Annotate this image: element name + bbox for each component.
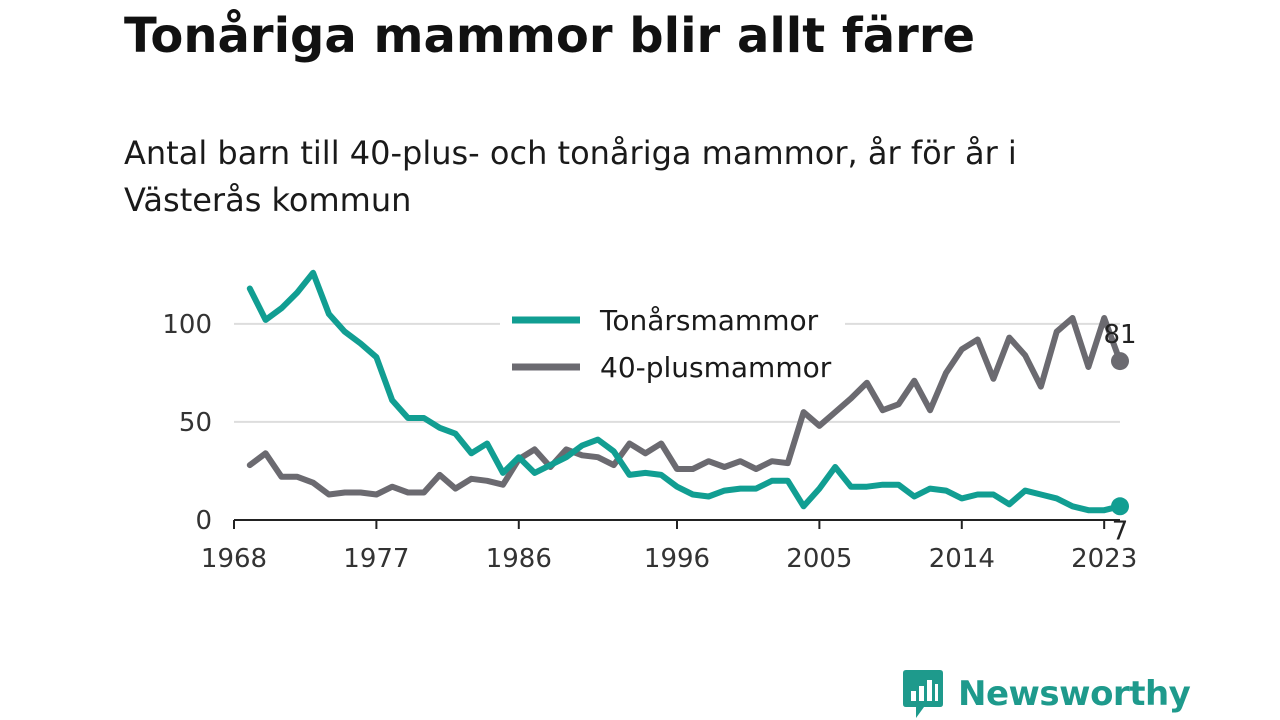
end-point-tonarsmammor [1111, 497, 1129, 516]
x-tick-label-2005: 2005 [786, 544, 852, 574]
x-tick-label-2014: 2014 [929, 544, 995, 574]
end-point-40-plusmammor [1111, 352, 1129, 371]
series-line-tonarsmammor [246, 269, 1123, 514]
series-lines [246, 269, 1123, 514]
x-tick-label-1986: 1986 [486, 544, 552, 574]
legend-label-tonarsmammor: Tonårsmammor [599, 304, 819, 337]
brand-name: Newsworthy [958, 674, 1191, 714]
newsworthy-logo-icon [903, 670, 943, 718]
x-tick-label-1977: 1977 [343, 544, 409, 574]
y-tick-label-50: 50 [179, 408, 212, 438]
newsworthy-logo: Newsworthy [902, 668, 1191, 720]
axes: 0 50 100 1968 1977 1986 1996 2005 2014 2023 [162, 310, 1137, 574]
x-tick-label-2023: 2023 [1071, 544, 1137, 574]
chart-title: Tonåriga mammor blir allt färre [124, 8, 976, 64]
end-label-tonarsmammor: 7 [1112, 516, 1129, 546]
legend-label-40-plusmammor: 40-plusmammor [600, 351, 832, 384]
series-line-40-plusmammor [246, 315, 1123, 498]
y-tick-label-0: 0 [195, 506, 212, 536]
end-markers: 7 81 [1103, 320, 1136, 546]
chart-subtitle: Antal barn till 40-plus- och tonåriga ma… [124, 134, 1017, 219]
end-label-40-plusmammor: 81 [1103, 320, 1136, 350]
legend: Tonårsmammor 40-plusmammor [500, 296, 845, 388]
x-tick-label-1996: 1996 [644, 544, 710, 574]
legend-background [500, 296, 845, 388]
y-tick-label-100: 100 [162, 310, 212, 340]
x-tick-label-1968: 1968 [201, 544, 267, 574]
